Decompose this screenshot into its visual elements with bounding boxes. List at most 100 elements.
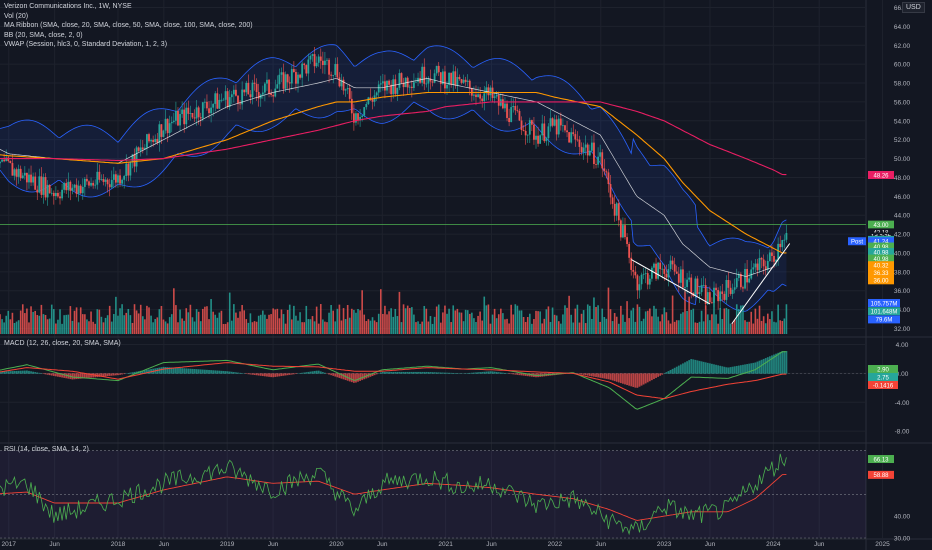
macd-histogram-bar (203, 369, 206, 374)
y-tick-label: 62.00 (894, 43, 911, 50)
candle-body (375, 92, 378, 96)
volume-bar (328, 312, 330, 334)
volume-bar (214, 314, 217, 334)
candle-body (249, 94, 252, 98)
candle-body (460, 79, 463, 83)
volume-bar (379, 289, 382, 334)
candle-body (346, 87, 349, 90)
candle-body (371, 99, 374, 102)
macd-histogram-bar (355, 373, 357, 383)
candle-body (11, 163, 14, 176)
volume-bar (468, 313, 471, 334)
volume-bar (189, 304, 192, 334)
candle-body (50, 192, 53, 194)
volume-bar (450, 322, 452, 334)
volume-bar (644, 311, 647, 334)
macd-histogram-bar (172, 367, 175, 374)
candle-body (485, 87, 488, 94)
volume-bar (735, 304, 738, 334)
y-tick-label: 40.00 (894, 514, 911, 521)
macd-histogram-bar (332, 373, 335, 376)
candle-body (245, 82, 248, 93)
macd-histogram-bar (133, 371, 136, 374)
volume-bar (193, 321, 196, 334)
price-tag (868, 170, 894, 179)
macd-histogram-bar (686, 361, 688, 374)
volume-bar (42, 314, 45, 334)
macd-histogram-bar (634, 373, 637, 388)
candle-body (336, 63, 339, 78)
x-tick-label: Jun (268, 541, 279, 548)
candle-body (195, 107, 198, 119)
candle-body (717, 290, 720, 302)
macd-histogram-bar (288, 373, 291, 375)
macd-histogram-bar (669, 369, 672, 374)
candle-body (237, 95, 239, 104)
candle-body (102, 179, 105, 182)
volume-bar (249, 313, 252, 334)
candle-body (520, 120, 523, 131)
candle-body (611, 197, 614, 204)
macd-histogram-bar (775, 353, 777, 374)
candle-body (446, 84, 448, 89)
price-tag-label: 36.33 (873, 271, 889, 277)
macd-histogram-bar (466, 373, 469, 374)
candle-body (90, 182, 92, 186)
candle-body (348, 87, 351, 99)
volume-bar (473, 318, 475, 334)
candle-body (437, 65, 440, 73)
volume-bar (3, 322, 5, 334)
x-tick-label: 2018 (111, 541, 126, 548)
volume-bar (69, 306, 72, 334)
volume-bar (373, 320, 376, 334)
volume-bar (758, 305, 761, 334)
macd-histogram-bar (441, 372, 444, 374)
macd-histogram-bar (711, 363, 713, 374)
candle-body (119, 175, 121, 184)
rsi-ma-line (0, 474, 787, 521)
candle-body (332, 74, 335, 76)
volume-bar (626, 301, 628, 334)
macd-histogram-bar (750, 363, 753, 374)
candle-body (359, 116, 361, 121)
volume-bar (421, 321, 423, 334)
volume-bar (113, 314, 115, 334)
volume-bar (293, 305, 295, 334)
macd-histogram-bar (228, 371, 231, 374)
macd-histogram-bar (708, 363, 711, 374)
sma-200-line (0, 101, 787, 176)
candle-body (125, 163, 128, 177)
price-tag (868, 237, 894, 246)
volume-bar (411, 307, 413, 334)
macd-histogram-bar (516, 373, 519, 375)
volume-bar (634, 321, 637, 334)
candle-body (255, 83, 258, 93)
candle-body (206, 101, 208, 109)
volume-bar (692, 308, 695, 334)
volume-bar (464, 309, 467, 334)
currency-button[interactable]: USD (902, 2, 925, 13)
candle-body (601, 152, 604, 169)
volume-bar (241, 305, 243, 334)
macd-histogram-bar (338, 373, 341, 378)
candle-body (669, 260, 672, 270)
volume-bar (545, 309, 548, 334)
volume-bar (377, 313, 380, 334)
candle-body (34, 176, 37, 190)
candle-body (179, 114, 181, 126)
macd-histogram-bar (512, 373, 515, 375)
candle-body (57, 192, 59, 197)
macd-histogram-bar (590, 373, 593, 377)
macd-histogram-bar (599, 373, 602, 378)
candle-body (175, 110, 177, 121)
volume-bar (516, 305, 519, 334)
candle-body (396, 87, 399, 94)
price-tag-label: 43.00 (873, 223, 889, 229)
volume-bar (584, 323, 587, 334)
candle-body (75, 184, 78, 194)
candle-body (473, 94, 475, 96)
candle-body (651, 267, 653, 279)
y-tick-label: 60.00 (894, 62, 911, 69)
macd-histogram-bar (328, 373, 330, 375)
macd-histogram-bar (319, 371, 322, 374)
